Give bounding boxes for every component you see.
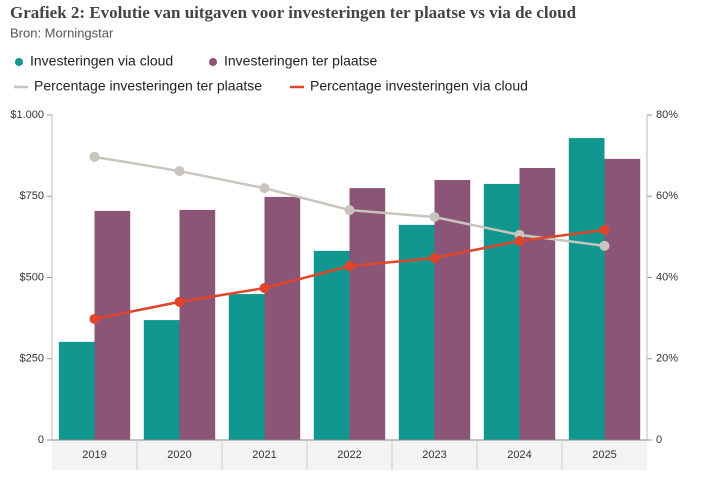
legend-label: Percentage investeringen via cloud bbox=[310, 78, 528, 94]
y2-tick-label: 0 bbox=[656, 434, 662, 446]
bar bbox=[568, 138, 605, 440]
bar bbox=[143, 320, 180, 440]
bar bbox=[604, 158, 641, 440]
line-point bbox=[174, 296, 185, 307]
bar bbox=[228, 294, 265, 440]
bar bbox=[179, 209, 216, 440]
line-point bbox=[89, 313, 100, 324]
bar bbox=[313, 250, 350, 440]
bar bbox=[58, 341, 95, 440]
line-point bbox=[599, 224, 610, 235]
legend-swatch bbox=[15, 58, 23, 66]
bar bbox=[398, 224, 435, 440]
y-tick-label: $500 bbox=[20, 271, 44, 283]
x-axis-band bbox=[52, 440, 647, 470]
line-point bbox=[259, 283, 270, 294]
line-point bbox=[429, 253, 440, 263]
y-tick-label: $750 bbox=[20, 190, 44, 202]
y2-tick-label: 60% bbox=[656, 190, 678, 202]
x-tick-label: 2023 bbox=[422, 449, 446, 461]
line-point bbox=[344, 205, 355, 216]
legend-label: Investeringen ter plaatse bbox=[224, 53, 378, 69]
x-tick-label: 2022 bbox=[337, 449, 361, 461]
line-point bbox=[259, 183, 270, 194]
y2-tick-label: 20% bbox=[656, 353, 678, 365]
x-tick-label: 2021 bbox=[252, 449, 276, 461]
x-tick-label: 2025 bbox=[592, 449, 616, 461]
line-point bbox=[174, 166, 185, 177]
y2-tick-label: 40% bbox=[656, 271, 678, 283]
y-tick-label: $1.000 bbox=[10, 109, 44, 121]
bar bbox=[94, 210, 131, 440]
legend-label: Percentage investeringen ter plaatse bbox=[34, 78, 262, 94]
line-point bbox=[89, 151, 100, 162]
x-tick-label: 2019 bbox=[82, 449, 106, 461]
chart-title: Grafiek 2: Evolutie van uitgaven voor in… bbox=[10, 3, 577, 22]
legend-label: Investeringen via cloud bbox=[30, 53, 173, 69]
x-tick-label: 2020 bbox=[167, 449, 191, 461]
chart-subtitle: Bron: Morningstar bbox=[10, 25, 114, 40]
y2-tick-label: 80% bbox=[656, 109, 678, 121]
bar bbox=[264, 196, 301, 440]
line-point bbox=[344, 261, 355, 272]
line-point bbox=[599, 240, 610, 251]
bar bbox=[519, 167, 556, 440]
y-tick-label: $250 bbox=[20, 353, 44, 365]
line-point bbox=[429, 211, 440, 222]
legend-swatch bbox=[209, 58, 217, 66]
bar bbox=[349, 188, 386, 440]
line-point bbox=[514, 235, 525, 246]
bar bbox=[483, 183, 520, 440]
y-tick-label: 0 bbox=[38, 434, 44, 446]
x-tick-label: 2024 bbox=[507, 449, 531, 461]
